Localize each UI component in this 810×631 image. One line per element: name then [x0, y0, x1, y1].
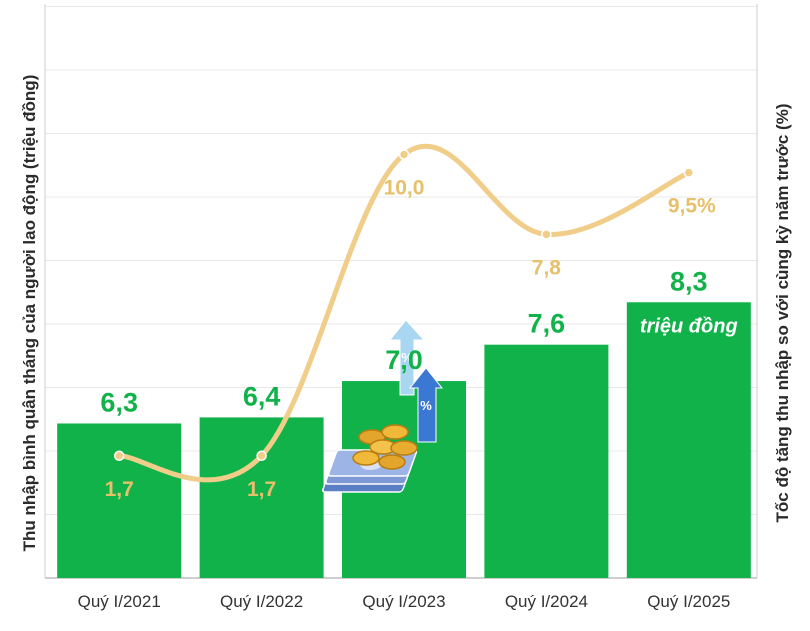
line-value-label: 9,5% — [668, 195, 716, 218]
line-value-label: 1,7 — [105, 478, 134, 501]
labels-layer: 6,3 Quý I/2021 6,4 Quý I/2022 7,0 Quý I/2023 7… — [78, 177, 738, 612]
series-line — [116, 143, 692, 483]
y-axis-label-right: Tốc độ tăng thu nhập so với cùng kỳ năm … — [773, 103, 792, 523]
x-tick-label: Quý I/2023 — [362, 592, 445, 611]
x-tick-label: Quý I/2022 — [220, 592, 303, 611]
money-stack-icon — [322, 424, 418, 493]
money-illustration: % % — [322, 319, 444, 493]
line-point — [113, 450, 125, 462]
x-tick-label: Quý I/2024 — [505, 592, 588, 611]
bar-value-label: 7,0 — [385, 345, 423, 375]
bar-value-label: 7,6 — [528, 309, 566, 339]
line-value-label: 7,8 — [532, 256, 562, 279]
bar — [626, 302, 751, 578]
svg-text:%: % — [420, 398, 432, 413]
y-axis-label-left: Thu nhập bình quân tháng của người lao đ… — [20, 74, 39, 552]
bar — [57, 423, 182, 578]
bar — [484, 344, 609, 578]
line-point — [256, 450, 267, 462]
x-tick-label: Quý I/2025 — [647, 592, 730, 611]
bar-value-label: 6,3 — [100, 387, 138, 417]
line-point — [398, 149, 410, 160]
line-point — [683, 167, 695, 178]
unit-label: triệu đồng — [640, 315, 738, 337]
line-layer — [113, 143, 695, 483]
line-point — [541, 229, 552, 240]
line-value-label: 10,0 — [384, 177, 425, 200]
bar-value-label: 6,4 — [243, 381, 281, 411]
bar — [199, 417, 324, 578]
line-value-label: 1,7 — [247, 478, 276, 501]
percent-arrows-icon: % % — [388, 319, 444, 443]
svg-text:%: % — [401, 350, 413, 365]
bars-layer — [57, 302, 751, 578]
bar-value-label: 8,3 — [670, 266, 708, 296]
x-tick-label: Quý I/2021 — [78, 592, 161, 611]
